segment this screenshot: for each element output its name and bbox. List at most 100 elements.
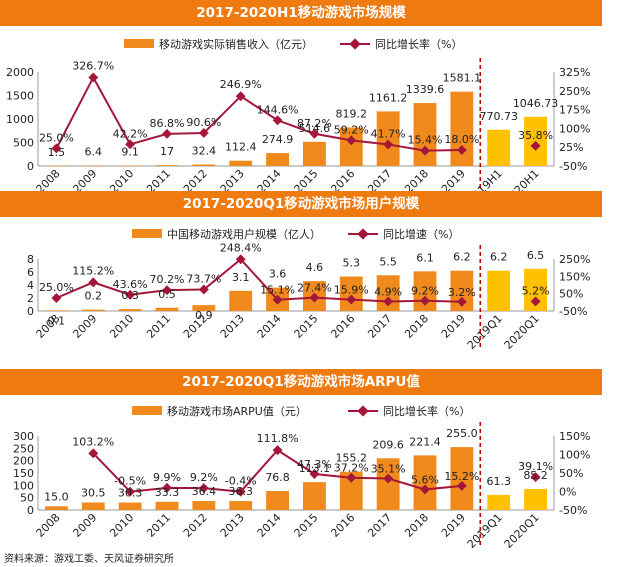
bar	[266, 153, 289, 166]
growth-point	[125, 139, 136, 150]
right-tick-label: 100%	[559, 122, 590, 135]
growth-value-label: 5.2%	[522, 284, 550, 297]
bar-value-label: 9.1	[121, 146, 139, 159]
left-tick-label: 500	[13, 137, 34, 150]
bar-value-label: 0.1	[48, 314, 66, 327]
right-tick-label: 250%	[559, 253, 590, 266]
bar	[81, 309, 105, 311]
legend-bar-swatch	[132, 229, 162, 238]
growth-point	[51, 293, 62, 303]
bar	[376, 458, 400, 510]
right-tick-label: -50%	[559, 160, 587, 173]
legend-line-label: 同比增长率（%）	[375, 37, 462, 51]
bar-value-label: 5.3	[343, 257, 361, 270]
bar-value-label: 255.0	[446, 427, 478, 440]
growth-point	[530, 296, 541, 307]
category-label: 2019Q1	[465, 511, 505, 551]
growth-value-label: 9.2%	[411, 285, 439, 298]
bar-value-label: 155.2	[336, 452, 368, 465]
chart-1-title: 2017-2020H1移动游戏市场规模	[0, 0, 602, 26]
bar	[118, 165, 142, 167]
bar-value-label: 0.2	[85, 290, 103, 303]
legend-line-marker	[357, 405, 369, 417]
category-label: 2015	[292, 511, 321, 540]
right-tick-label: 50%	[559, 288, 583, 301]
bar	[81, 165, 105, 167]
growth-value-label: 15.1%	[260, 284, 295, 297]
growth-point	[88, 277, 99, 288]
growth-point	[530, 140, 541, 151]
growth-point	[309, 292, 320, 303]
growth-point	[125, 486, 136, 497]
bar-value-label: 17	[160, 145, 174, 158]
category-label: 2016	[328, 511, 357, 540]
growth-point	[235, 91, 246, 102]
category-label: 2018	[402, 511, 431, 540]
legend-line-label: 同比增长率（%）	[383, 404, 470, 418]
bar	[45, 506, 68, 510]
bar	[303, 482, 326, 510]
growth-value-label: 25.0%	[39, 131, 74, 144]
bar	[155, 501, 179, 510]
right-tick-label: 175%	[559, 104, 590, 117]
right-tick-label: -50%	[559, 504, 587, 517]
growth-point	[383, 139, 394, 150]
bar-value-label: 6.2	[490, 251, 508, 264]
legend-bar-label: 中国移动游戏用户规模（亿人）	[167, 227, 321, 241]
left-tick-label: 0	[27, 305, 34, 318]
growth-value-label: 4.9%	[374, 285, 402, 298]
left-tick-label: 1000	[6, 113, 34, 126]
growth-point	[198, 483, 209, 494]
right-tick-label: 50%	[559, 467, 583, 480]
growth-point	[162, 128, 172, 139]
left-tick-label: 1500	[6, 90, 34, 103]
bar	[229, 160, 253, 166]
bar-value-label: 36.4	[192, 485, 217, 498]
bar-value-label: 819.2	[336, 107, 368, 120]
bar-value-label: 209.6	[372, 438, 404, 451]
growth-point	[162, 285, 172, 296]
chart-3-arpu: 移动游戏市场ARPU值（元） 同比增长率（%） 050100150200250300…	[13, 404, 590, 551]
growth-value-label: 111.8%	[257, 432, 299, 445]
growth-point	[235, 254, 246, 265]
right-tick-label: 150%	[559, 270, 590, 283]
growth-point	[198, 284, 209, 295]
right-tick-label: -50%	[559, 305, 587, 318]
bar-value-label: 0.5	[158, 288, 176, 301]
growth-value-label: 3.2%	[448, 286, 476, 299]
growth-point	[162, 482, 172, 493]
bar-value-label: 112.4	[225, 141, 257, 154]
bar-value-label: 0.9	[195, 309, 213, 322]
growth-value-label: -0.4%	[225, 475, 257, 488]
category-label: 2016	[328, 312, 357, 341]
growth-value-label: 47.3%	[297, 458, 332, 471]
growth-value-label: 9.2%	[190, 471, 218, 484]
left-tick-label: 300	[13, 430, 34, 443]
category-label: 2010	[107, 511, 136, 540]
growth-value-label: 25.0%	[39, 281, 74, 294]
bar-value-label: 32.4	[192, 144, 217, 157]
right-tick-label: 150%	[559, 430, 590, 443]
growth-point	[51, 143, 62, 154]
bar-value-label: 6.1	[416, 251, 434, 264]
bar	[487, 270, 511, 311]
growth-value-label: 37.2%	[334, 462, 369, 475]
growth-value-label: 9.9%	[153, 471, 181, 484]
bar-value-label: 36.3	[228, 485, 253, 498]
growth-value-label: 70.2%	[150, 273, 185, 286]
chart-3-title: 2017-2020Q1移动游戏市场ARPU值	[0, 369, 602, 395]
right-tick-label: 250%	[559, 85, 590, 98]
growth-point	[198, 128, 209, 138]
bar-value-label: 4.6	[306, 261, 324, 274]
right-tick-label: 25%	[559, 141, 583, 154]
bar	[45, 310, 68, 311]
growth-value-label: 144.6%	[257, 103, 299, 116]
left-tick-label: 8	[27, 253, 34, 266]
bar-value-label: 33.3	[155, 486, 180, 499]
bar	[192, 164, 216, 166]
bar	[192, 305, 216, 311]
growth-value-label: 41.7%	[371, 127, 406, 140]
bar	[229, 501, 253, 510]
